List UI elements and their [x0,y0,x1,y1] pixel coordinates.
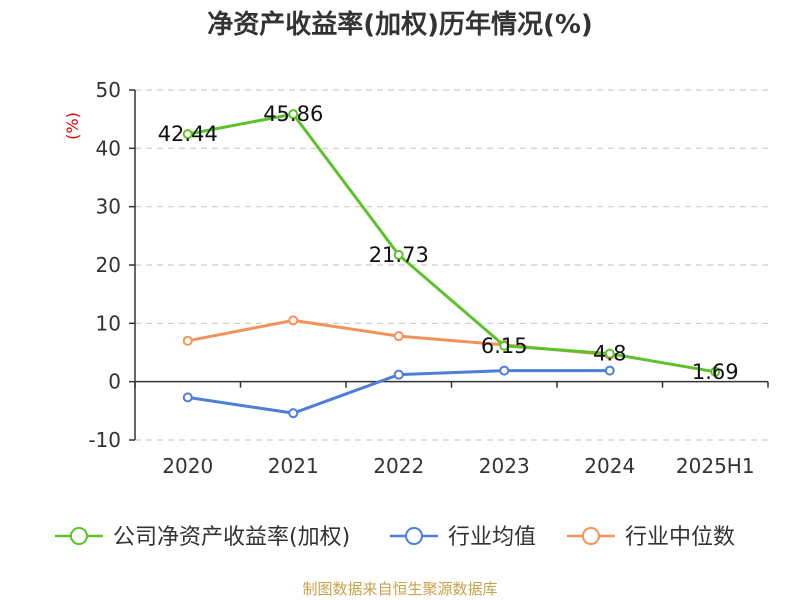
series-point-0 [499,340,510,351]
series-point-0 [393,249,404,260]
x-tick-label: 2023 [479,454,530,478]
series-point-0 [182,129,193,140]
x-tick-label: 2020 [162,454,213,478]
series-point-1 [499,365,510,376]
x-tick-label: 2024 [584,454,635,478]
series-point-2 [288,315,299,326]
data-label: 4.8 [593,342,626,366]
series-point-2 [182,335,193,346]
axes: -10 0 10 20 30 40 50 2020 2021 2022 2023 2024 2025H1 [88,78,769,478]
series-lines [182,109,721,419]
x-tick-label: 2022 [373,454,424,478]
series-line-0 [187,112,716,374]
data-labels: 42.44 45.86 21.73 6.15 4.8 1.69 [158,102,739,384]
series-point-2 [393,331,404,342]
x-tick-label: 2025H1 [676,454,755,478]
y-tick-label: -10 [88,428,121,452]
legend-swatch-marker [70,527,88,545]
chart-title: 净资产收益率(加权)历年情况(%) [207,9,593,40]
legend-label: 行业均值 [448,525,536,550]
y-tick-label: 20 [96,253,121,277]
source-note: 制图数据来自恒生聚源数据库 [302,580,497,598]
y-tick-label: 30 [96,195,121,219]
legend-swatch-marker [582,527,600,545]
series-point-1 [288,408,299,419]
y-axis-label: (%) [63,112,82,140]
data-label: 45.86 [263,102,323,126]
y-tick-label: 10 [96,311,121,335]
data-label: 1.69 [692,360,739,384]
legend-swatch-marker [405,527,423,545]
legend: 公司净资产收益率(加权) 行业均值 行业中位数 [55,525,735,550]
data-label: 42.44 [158,122,218,146]
series-point-1 [604,365,615,376]
y-tick-label: 0 [108,370,121,394]
y-tick-label: 50 [96,78,121,102]
y-tick-label: 40 [96,136,121,160]
series-point-1 [393,369,404,380]
series-point-0 [604,348,615,359]
data-label: 21.73 [369,243,429,267]
x-tick-label: 2021 [268,454,319,478]
legend-label: 行业中位数 [625,525,735,550]
data-label: 6.15 [481,334,528,358]
series-point-0 [710,366,721,377]
series-point-1 [182,392,193,403]
series-point-0 [288,109,299,120]
legend-label: 公司净资产收益率(加权) [113,525,350,550]
